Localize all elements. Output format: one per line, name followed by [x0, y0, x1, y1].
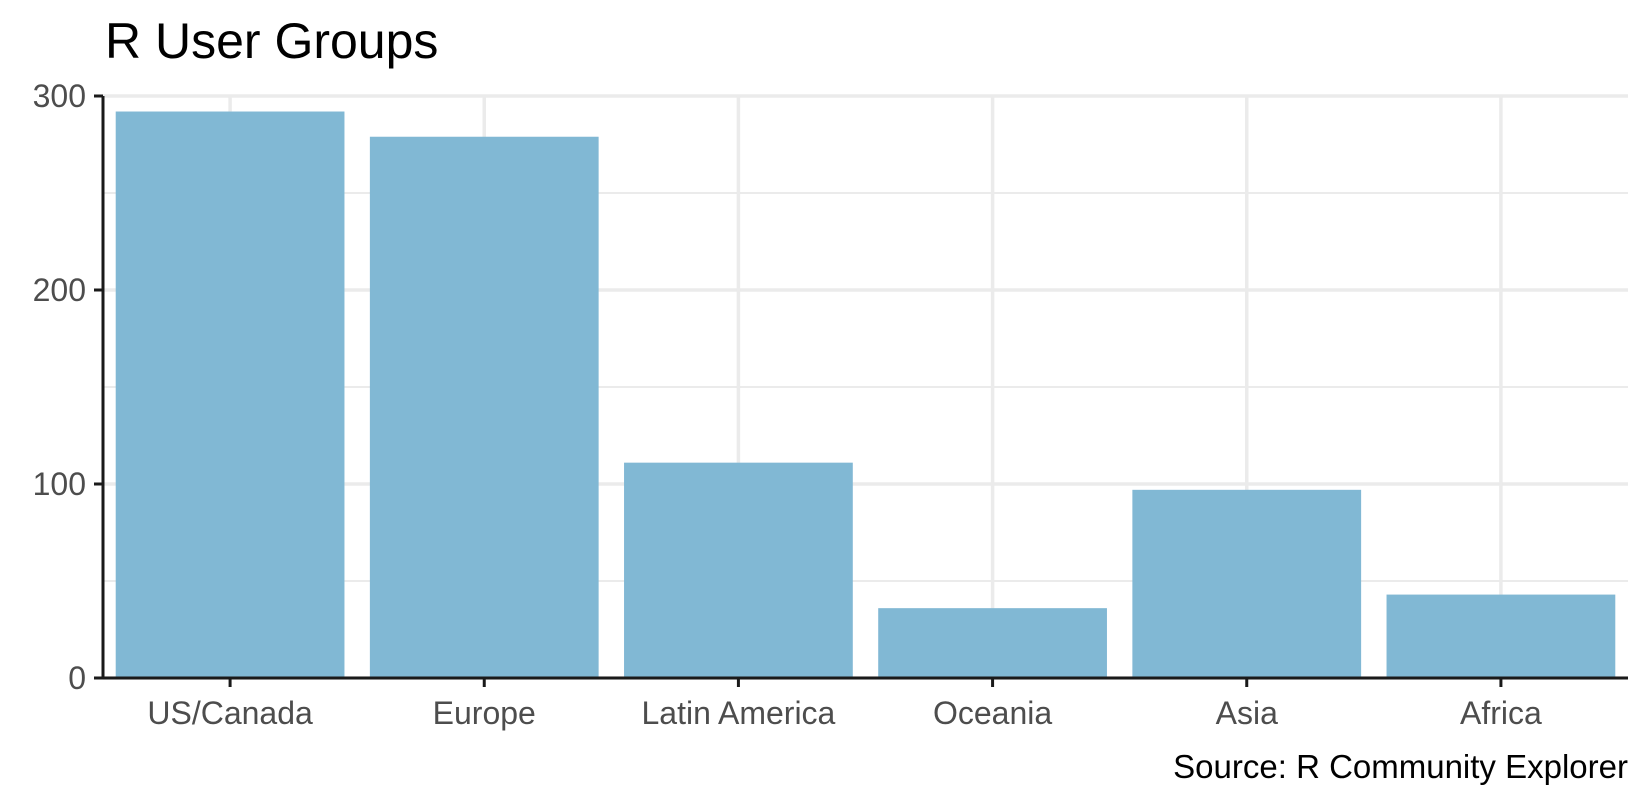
bar	[624, 462, 853, 678]
y-tick-label: 0	[68, 660, 86, 696]
x-tick-label: Europe	[433, 695, 536, 731]
x-tick-label: US/Canada	[147, 695, 313, 731]
y-tick-label: 200	[33, 272, 86, 308]
tick-labels: 0 100 200 300 US/Canada Europe Latin America Oc…	[33, 78, 1542, 731]
axes	[94, 94, 1628, 687]
x-tick-label: Oceania	[933, 695, 1052, 731]
bar	[878, 608, 1107, 678]
x-tick-label: Latin America	[641, 695, 835, 731]
bar	[1132, 489, 1362, 678]
y-tick-label: 100	[33, 466, 86, 502]
bar	[369, 136, 599, 679]
bar	[115, 111, 345, 678]
bar	[1386, 594, 1616, 678]
y-tick-label: 300	[33, 78, 86, 114]
x-tick-label: Africa	[1460, 695, 1542, 731]
chart-caption: Source: R Community Explorer	[1173, 748, 1628, 785]
chart-title: R User Groups	[105, 13, 439, 69]
x-tick-label: Asia	[1216, 695, 1278, 731]
bars	[115, 111, 1616, 679]
